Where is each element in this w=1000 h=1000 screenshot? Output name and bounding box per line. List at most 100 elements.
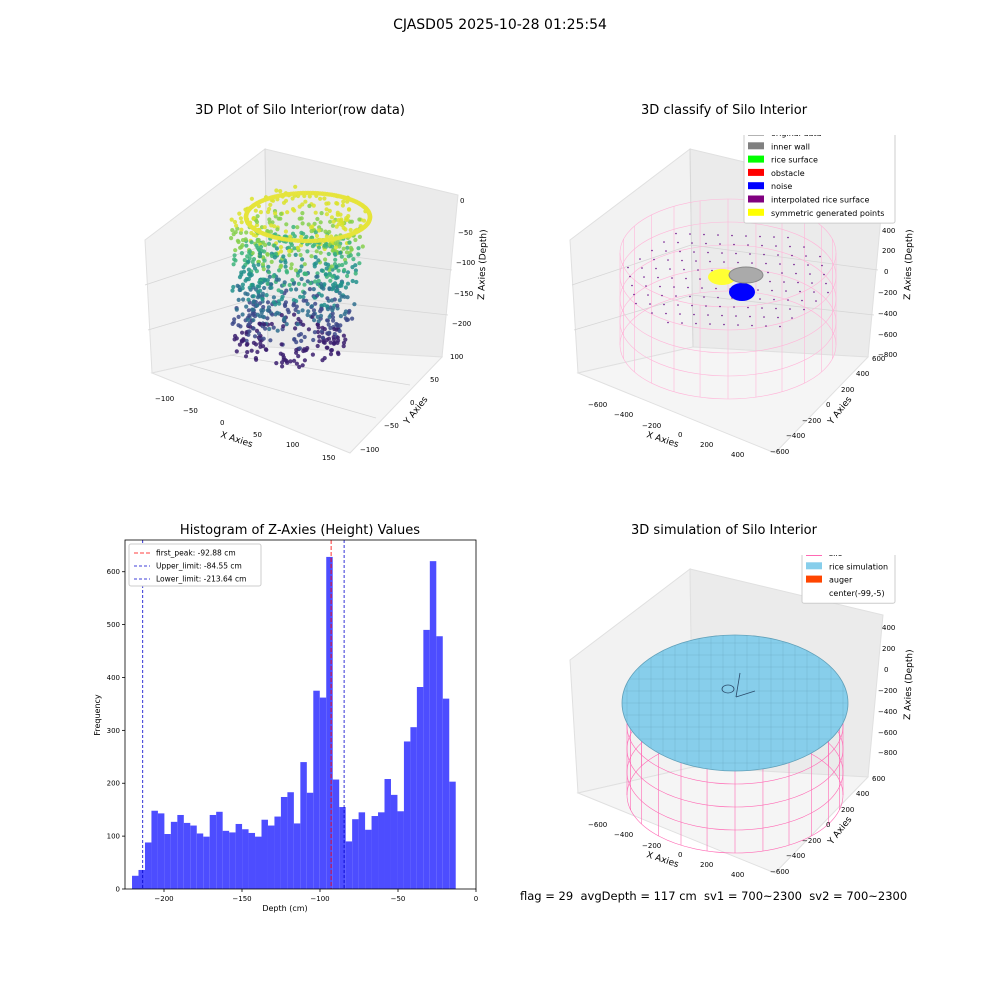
- cloud-point: [291, 281, 296, 286]
- classify-ytick: 0: [826, 401, 830, 409]
- cloud-point: [290, 196, 295, 201]
- cloud-point: [251, 216, 256, 221]
- cloud-point: [334, 224, 339, 229]
- cloud-point: [312, 242, 317, 247]
- cloud-point: [295, 245, 300, 250]
- cloud-point: [336, 218, 341, 223]
- raw-point-cloud: [229, 184, 373, 370]
- cloud-point: [338, 250, 343, 255]
- cloud-point: [229, 217, 234, 222]
- surface-point: [697, 269, 699, 271]
- cloud-point: [254, 303, 259, 308]
- raw-3d-plot: −100 −50 0 50 100 150 100 50 0 −50 −100 …: [144, 148, 489, 462]
- histogram-ytick-label: 100: [107, 833, 120, 841]
- surface-point: [731, 234, 733, 237]
- cloud-point: [265, 316, 270, 321]
- cloud-point: [299, 338, 304, 343]
- cloud-point: [292, 337, 297, 342]
- simulation-xtick: 0: [678, 851, 682, 859]
- surface-point: [705, 305, 707, 307]
- cloud-point: [323, 257, 328, 262]
- cloud-point: [328, 340, 333, 345]
- cloud-point: [318, 313, 324, 318]
- cloud-point: [341, 344, 346, 349]
- cloud-point: [293, 307, 298, 312]
- surface-point: [629, 275, 631, 278]
- cloud-point: [333, 245, 339, 250]
- cloud-point: [247, 249, 252, 254]
- cloud-point: [304, 272, 309, 277]
- simulation-plot-title: 3D simulation of Silo Interior: [631, 523, 817, 538]
- cloud-point: [260, 291, 265, 296]
- cloud-point: [296, 354, 301, 359]
- legend-swatch: [748, 182, 764, 190]
- surface-point: [789, 245, 791, 248]
- simulation-xtick: −200: [642, 842, 661, 850]
- surface-point: [721, 314, 723, 317]
- surface-point: [667, 259, 669, 261]
- histogram-ytick-label: 500: [107, 621, 120, 629]
- cloud-point: [303, 199, 308, 204]
- surface-point: [681, 259, 683, 262]
- surface-point: [699, 278, 701, 280]
- raw-ztick: −50: [458, 229, 473, 237]
- cloud-point: [285, 210, 290, 215]
- classify-zlabel: Z Axies (Depth): [903, 229, 915, 300]
- surface-point: [737, 261, 739, 264]
- cloud-point: [257, 321, 262, 326]
- cloud-point: [336, 268, 341, 273]
- cloud-point: [326, 262, 331, 267]
- legend-label: obstacle: [771, 169, 805, 178]
- cloud-point: [271, 325, 276, 330]
- surface-point: [709, 323, 711, 325]
- cloud-point: [278, 265, 283, 270]
- cloud-point: [322, 356, 327, 361]
- histogram-bar: [151, 810, 158, 889]
- cloud-point: [330, 244, 335, 249]
- simulation-ylabel: Y Axies: [826, 815, 855, 848]
- histogram-bar: [190, 825, 197, 889]
- cloud-point: [251, 300, 256, 305]
- simulation-ytick: 600: [872, 775, 885, 783]
- cloud-point: [245, 317, 250, 322]
- surface-point: [659, 285, 661, 288]
- simulation-legend: silo rice simulation auger center(-99,-5): [801, 555, 896, 604]
- histogram-legend: first_peak: -92.88 cm Upper_limit: -84.55…: [128, 543, 262, 587]
- cloud-point: [322, 282, 327, 287]
- cloud-point: [324, 212, 329, 217]
- raw-xtick: −100: [155, 395, 174, 403]
- histogram-bar: [449, 781, 456, 889]
- cloud-point: [274, 188, 279, 193]
- cloud-point: [244, 304, 249, 309]
- cloud-point: [350, 278, 355, 284]
- cloud-point: [236, 297, 241, 302]
- histogram-bar: [216, 811, 223, 889]
- cloud-point: [267, 206, 272, 212]
- surface-point: [779, 325, 781, 328]
- cloud-point: [287, 282, 292, 288]
- cloud-point: [353, 268, 358, 273]
- cloud-point: [357, 261, 362, 266]
- cloud-point: [318, 196, 323, 201]
- cloud-point: [300, 308, 305, 313]
- cloud-point: [247, 329, 252, 334]
- cloud-point: [253, 342, 259, 347]
- cloud-point: [300, 221, 305, 226]
- cloud-point: [325, 318, 330, 323]
- legend-label: auger: [829, 576, 853, 585]
- raw-xtick: 150: [322, 454, 335, 462]
- surface-point: [651, 249, 653, 252]
- classify-back-pane-left: [569, 148, 694, 374]
- cloud-point: [333, 276, 339, 281]
- cloud-point: [334, 201, 339, 206]
- histogram-chart: −200 −150 −100 −50 0 0 100 200 300 400 500 600 first…: [93, 539, 478, 913]
- raw-ylabel: Y Axies: [402, 395, 431, 428]
- cloud-point: [279, 289, 284, 294]
- cloud-point: [293, 268, 299, 273]
- surface-point: [665, 250, 667, 252]
- classify-ylabel: Y Axies: [826, 395, 855, 428]
- histogram-xtick-label: −100: [310, 895, 329, 903]
- cloud-point: [340, 203, 345, 208]
- cloud-point: [282, 280, 287, 285]
- cloud-point: [360, 244, 365, 249]
